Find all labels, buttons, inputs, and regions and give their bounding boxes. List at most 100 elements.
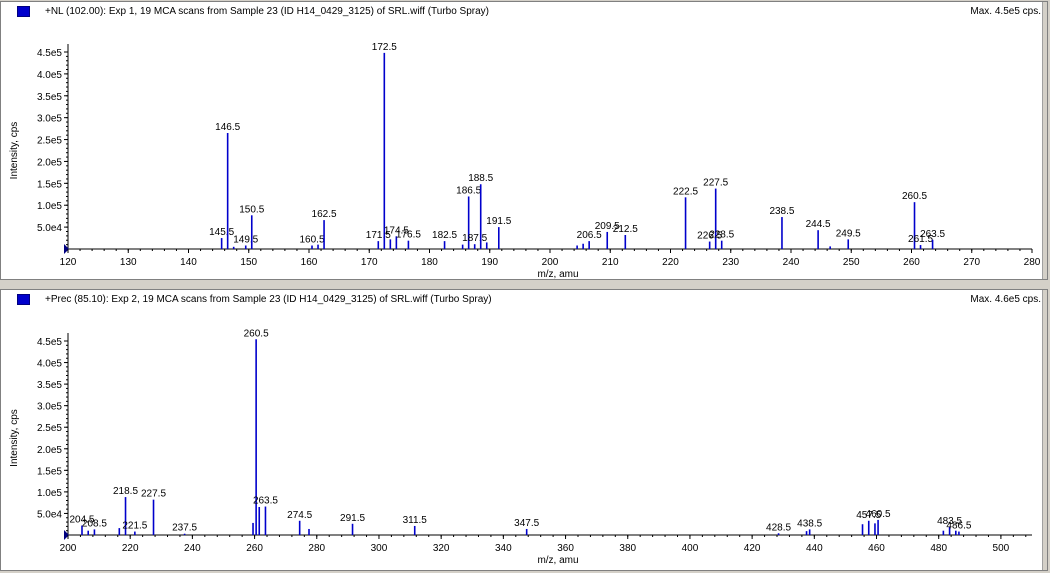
x-tick-label: 400 bbox=[682, 543, 699, 554]
peak-label: 226.5 bbox=[697, 231, 722, 242]
y-tick-label: 3.0e5 bbox=[37, 402, 62, 413]
y-tick-label: 3.0e5 bbox=[37, 114, 62, 125]
peak-label: 263.5 bbox=[920, 229, 945, 240]
x-tick-label: 180 bbox=[421, 257, 438, 268]
peak-label: 221.5 bbox=[122, 521, 147, 532]
x-tick-label: 200 bbox=[60, 543, 77, 554]
x-tick-label: 420 bbox=[744, 543, 761, 554]
x-axis-title: m/z, amu bbox=[537, 269, 578, 279]
y-tick-label: 4.5e5 bbox=[37, 337, 62, 348]
peak-label: 260.5 bbox=[244, 328, 269, 339]
peak-label: 260.5 bbox=[902, 191, 927, 202]
peak-label: 176.5 bbox=[396, 230, 421, 241]
y-tick-label: 1.5e5 bbox=[37, 466, 62, 477]
peak-label: 263.5 bbox=[253, 496, 278, 507]
x-tick-label: 440 bbox=[806, 543, 823, 554]
y-tick-label: 1.5e5 bbox=[37, 179, 62, 190]
x-tick-label: 260 bbox=[903, 257, 920, 268]
spectrum-plot-top[interactable]: 120 130 140 150 160 170 180 190 200 210 220 230 240 2… bbox=[1, 2, 1047, 279]
peak-label: 228.5 bbox=[709, 230, 734, 241]
baseline-marker bbox=[64, 244, 69, 254]
peak-label: 204.5 bbox=[69, 515, 94, 526]
y-tick-label: 4.5e5 bbox=[37, 48, 62, 59]
peak-label: 160.5 bbox=[299, 234, 324, 245]
x-axis-title: m/z, amu bbox=[537, 555, 578, 566]
peak-label: 311.5 bbox=[403, 515, 428, 526]
peak-label: 182.5 bbox=[432, 230, 457, 241]
peak-label: 428.5 bbox=[766, 522, 791, 533]
spectrum-panel-bottom: +Prec (85.10): Exp 2, 19 MCA scans from … bbox=[0, 289, 1048, 571]
peak-label: 218.5 bbox=[113, 486, 138, 497]
peak-label: 261.5 bbox=[908, 234, 933, 245]
panel-header: +Prec (85.10): Exp 2, 19 MCA scans from … bbox=[1, 290, 1047, 310]
x-tick-label: 280 bbox=[1024, 257, 1041, 268]
peak-label: 212.5 bbox=[613, 224, 638, 235]
y-axis-title: Intensity, cps bbox=[9, 122, 20, 180]
peak-label: 483.5 bbox=[937, 516, 962, 527]
peak-label: 206.5 bbox=[577, 230, 602, 241]
panel-title: +NL (102.00): Exp 1, 19 MCA scans from S… bbox=[45, 6, 490, 17]
peak-label: 186.5 bbox=[456, 185, 481, 196]
max-intensity-label: Max. 4.6e5 cps. bbox=[970, 294, 1041, 305]
spectrum-plot-bottom[interactable]: 200 220 240 260 280 300 320 340 360 380 400 420 440 4… bbox=[1, 290, 1047, 570]
peak-label: 162.5 bbox=[312, 209, 337, 220]
max-intensity-label: Max. 4.5e5 cps. bbox=[970, 6, 1041, 17]
peak-label: 209.5 bbox=[595, 221, 620, 232]
peak-label: 187.5 bbox=[462, 233, 487, 244]
x-tick-label: 140 bbox=[180, 257, 197, 268]
x-tick-label: 270 bbox=[963, 257, 980, 268]
x-tick-label: 380 bbox=[619, 543, 636, 554]
trace-color-swatch[interactable] bbox=[17, 294, 30, 305]
panel-edge bbox=[1042, 290, 1047, 570]
peak-label: 188.5 bbox=[468, 173, 493, 184]
x-tick-label: 130 bbox=[120, 257, 137, 268]
x-tick-label: 320 bbox=[433, 543, 450, 554]
peak-label: 274.5 bbox=[287, 510, 312, 521]
y-tick-label: 2.5e5 bbox=[37, 136, 62, 147]
x-tick-label: 260 bbox=[246, 543, 263, 554]
peak-label: 174.5 bbox=[384, 225, 409, 236]
y-axis-title: Intensity, cps bbox=[9, 409, 20, 467]
y-tick-label: 1.0e5 bbox=[37, 488, 62, 499]
peak-label: 249.5 bbox=[836, 228, 861, 239]
x-tick-label: 460 bbox=[868, 543, 885, 554]
baseline-marker bbox=[64, 530, 69, 540]
peak-label: 171.5 bbox=[366, 230, 391, 241]
x-tick-label: 480 bbox=[930, 543, 947, 554]
x-tick-label: 190 bbox=[481, 257, 498, 268]
x-tick-label: 280 bbox=[308, 543, 325, 554]
y-tick-label: 5.0e4 bbox=[37, 223, 62, 234]
spectrum-panel-top: +NL (102.00): Exp 1, 19 MCA scans from S… bbox=[0, 1, 1048, 280]
peak-label: 291.5 bbox=[340, 513, 365, 524]
peak-label: 227.5 bbox=[141, 489, 166, 500]
peak-label: 238.5 bbox=[769, 206, 794, 217]
x-tick-label: 220 bbox=[662, 257, 679, 268]
x-tick-label: 210 bbox=[602, 257, 619, 268]
trace-color-swatch[interactable] bbox=[17, 6, 30, 17]
panel-edge bbox=[1042, 2, 1047, 279]
x-tick-label: 120 bbox=[60, 257, 77, 268]
peak-label: 457.5 bbox=[856, 510, 881, 521]
x-tick-label: 230 bbox=[722, 257, 739, 268]
x-tick-label: 250 bbox=[843, 257, 860, 268]
peak-label: 149.5 bbox=[233, 234, 258, 245]
peak-label: 227.5 bbox=[703, 178, 728, 189]
y-tick-label: 4.0e5 bbox=[37, 359, 62, 370]
peak-label: 237.5 bbox=[172, 523, 197, 534]
y-tick-label: 3.5e5 bbox=[37, 380, 62, 391]
y-tick-label: 5.0e4 bbox=[37, 509, 62, 520]
x-tick-label: 200 bbox=[542, 257, 559, 268]
peak-label: 191.5 bbox=[486, 216, 511, 227]
peak-label: 172.5 bbox=[372, 42, 397, 53]
peak-label: 145.5 bbox=[209, 227, 234, 238]
panel-title: +Prec (85.10): Exp 2, 19 MCA scans from … bbox=[45, 294, 492, 305]
y-tick-label: 3.5e5 bbox=[37, 92, 62, 103]
x-tick-label: 220 bbox=[122, 543, 139, 554]
y-tick-label: 2.5e5 bbox=[37, 423, 62, 434]
peak-label: 150.5 bbox=[239, 204, 264, 215]
peak-label: 347.5 bbox=[514, 518, 539, 529]
peak-label: 208.5 bbox=[82, 518, 107, 529]
peak-label: 146.5 bbox=[215, 122, 240, 133]
peak-label: 222.5 bbox=[673, 186, 698, 197]
x-tick-label: 300 bbox=[371, 543, 388, 554]
